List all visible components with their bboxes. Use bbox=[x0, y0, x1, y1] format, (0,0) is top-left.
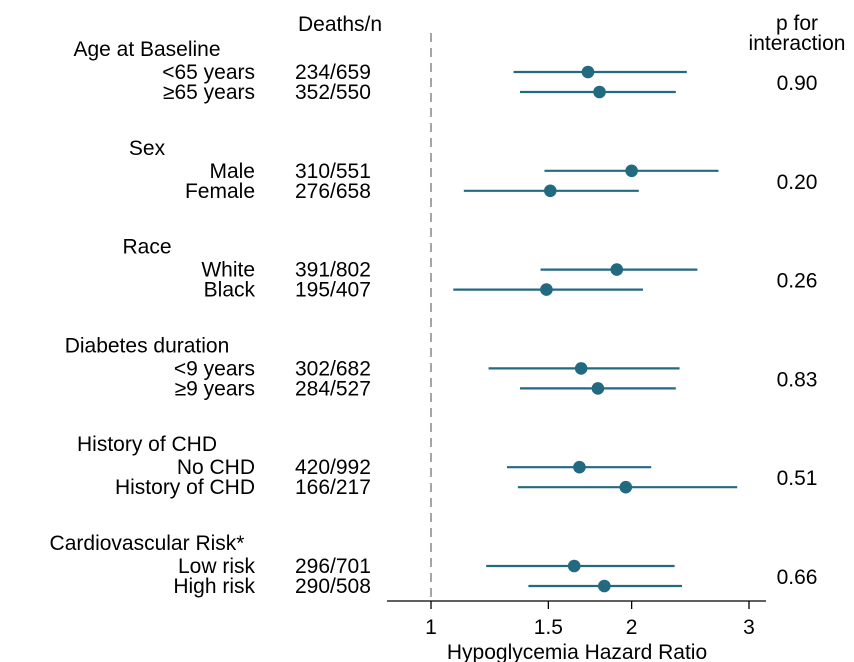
table-row: ≥65 years 352/550 bbox=[163, 81, 676, 104]
hazard-ratio-point bbox=[593, 85, 606, 99]
p-interaction-value: 0.90 bbox=[777, 72, 818, 95]
table-row: Low risk 296/701 bbox=[178, 555, 675, 578]
deaths-n-value: 284/527 bbox=[295, 377, 371, 400]
hazard-ratio-point bbox=[567, 559, 581, 573]
deaths-n-value: 234/659 bbox=[295, 61, 371, 84]
row-label: Black bbox=[204, 279, 256, 302]
group-label: Diabetes duration bbox=[65, 334, 230, 357]
row-label: History of CHD bbox=[115, 476, 255, 499]
group-label: Race bbox=[122, 236, 171, 259]
hazard-ratio-point bbox=[543, 184, 557, 198]
table-row: <9 years 302/682 bbox=[174, 357, 680, 380]
deaths-n-header: Deaths/n bbox=[298, 13, 382, 36]
column-headers: Deaths/n p for interaction bbox=[298, 12, 845, 55]
p-interaction-value: 0.20 bbox=[777, 171, 818, 194]
deaths-n-value: 290/508 bbox=[295, 575, 371, 598]
p-interaction-header-line2: interaction bbox=[749, 32, 846, 55]
x-axis-label: Hypoglycemia Hazard Ratio bbox=[447, 641, 707, 662]
group-label: Sex bbox=[129, 137, 166, 160]
row-label: Low risk bbox=[178, 555, 256, 578]
hazard-ratio-point bbox=[581, 65, 595, 79]
deaths-n-value: 195/407 bbox=[295, 279, 371, 302]
x-tick-label: 2 bbox=[626, 616, 638, 639]
subgroup-0: Age at Baseline<65 years 234/659≥65 years… bbox=[73, 38, 817, 104]
subgroup-3: Diabetes duration<9 years 302/682≥9 years… bbox=[65, 334, 818, 400]
hazard-ratio-point bbox=[574, 362, 588, 375]
p-interaction-value: 0.26 bbox=[777, 270, 818, 293]
hazard-ratio-point bbox=[619, 480, 633, 494]
p-interaction-header-line1: p for bbox=[776, 12, 818, 35]
hazard-ratio-point bbox=[591, 382, 605, 395]
table-row: Female 276/658 bbox=[185, 180, 639, 203]
deaths-n-value: 391/802 bbox=[295, 259, 371, 282]
table-row: Male 310/551 bbox=[209, 160, 719, 183]
deaths-n-value: 276/658 bbox=[295, 180, 371, 203]
x-axis: Hypoglycemia Hazard Ratio 1 1.5 2 3 bbox=[387, 600, 766, 662]
table-row: No CHD 420/992 bbox=[177, 456, 652, 479]
table-row: Black 195/407 bbox=[204, 279, 643, 302]
x-tick-label: 1 bbox=[425, 616, 437, 639]
table-row: High risk 290/508 bbox=[173, 575, 682, 598]
row-label: <65 years bbox=[162, 61, 255, 84]
deaths-n-value: 352/550 bbox=[295, 81, 371, 104]
table-row: History of CHD 166/217 bbox=[115, 476, 738, 499]
row-label: ≥65 years bbox=[163, 81, 255, 104]
subgroup-5: Cardiovascular Risk*Low risk 296/701High … bbox=[50, 532, 818, 598]
row-label: Male bbox=[209, 160, 255, 183]
x-tick-label: 3 bbox=[743, 616, 755, 639]
table-row: White 391/802 bbox=[201, 259, 698, 282]
x-tick-label: 1.5 bbox=[534, 616, 563, 639]
hazard-ratio-point bbox=[598, 579, 611, 593]
deaths-n-value: 166/217 bbox=[295, 476, 371, 499]
subgroup-1: Sex Male 310/551 Female 276/658 0.20 bbox=[129, 137, 818, 203]
subgroup-rows: Age at Baseline<65 years 234/659≥65 years… bbox=[50, 38, 818, 598]
hazard-ratio-point bbox=[625, 164, 638, 178]
row-label: No CHD bbox=[177, 456, 255, 479]
table-row: <65 years 234/659 bbox=[162, 61, 687, 84]
row-label: Female bbox=[185, 180, 255, 203]
subgroup-2: Race White 391/802 Black 195/407 0.26 bbox=[122, 236, 817, 302]
p-interaction-value: 0.51 bbox=[777, 467, 818, 490]
row-label: High risk bbox=[173, 575, 255, 598]
deaths-n-value: 310/551 bbox=[295, 160, 371, 183]
deaths-n-value: 420/992 bbox=[295, 456, 371, 479]
table-row: ≥9 years 284/527 bbox=[175, 377, 676, 400]
hazard-ratio-point bbox=[573, 460, 586, 474]
group-label: History of CHD bbox=[77, 433, 217, 456]
p-interaction-value: 0.83 bbox=[777, 368, 818, 391]
hazard-ratio-point bbox=[540, 283, 553, 296]
row-label: <9 years bbox=[174, 357, 255, 380]
group-label: Cardiovascular Risk* bbox=[50, 532, 245, 555]
hazard-ratio-point bbox=[610, 263, 624, 276]
deaths-n-value: 302/682 bbox=[295, 357, 371, 380]
row-label: White bbox=[201, 259, 255, 282]
group-label: Age at Baseline bbox=[73, 38, 220, 61]
row-label: ≥9 years bbox=[175, 377, 255, 400]
p-interaction-value: 0.66 bbox=[777, 566, 818, 589]
deaths-n-value: 296/701 bbox=[295, 555, 371, 578]
